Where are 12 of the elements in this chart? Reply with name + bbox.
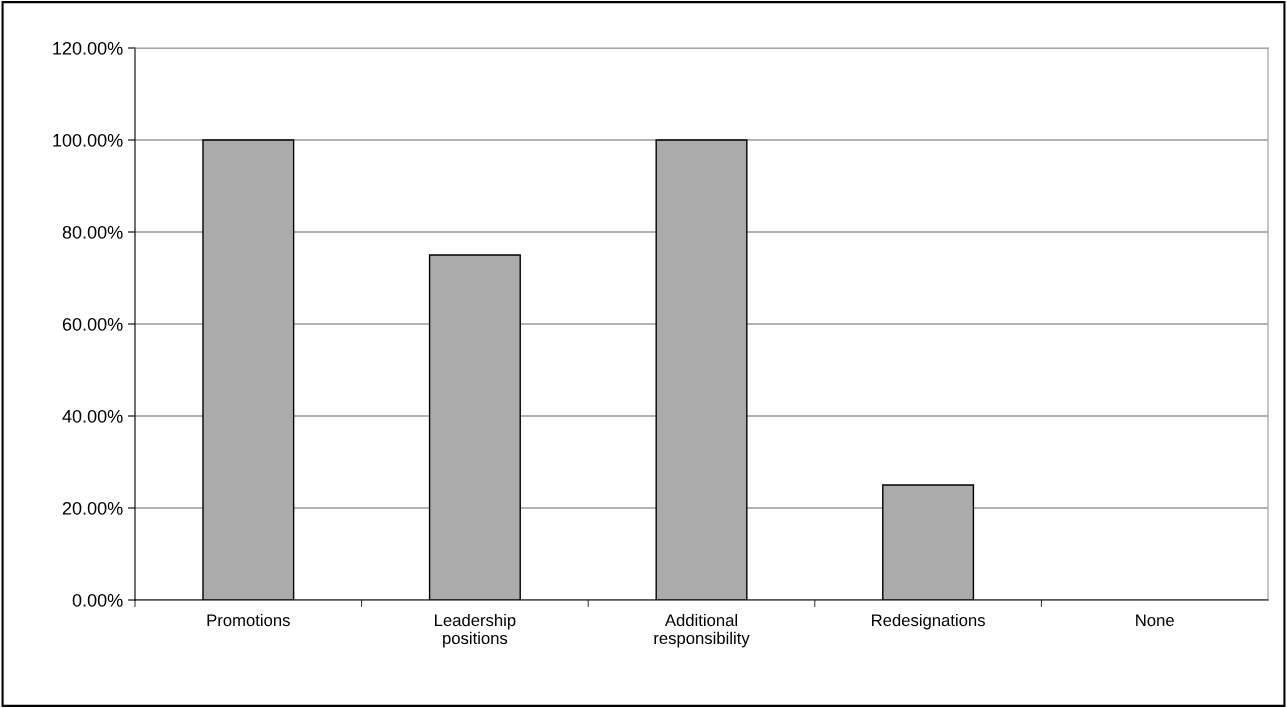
x-tick-label: None [1136,614,1174,627]
x-tick-label: Redesignations [872,613,985,630]
y-tick-label: 100.00% [53,133,123,147]
y-tick-label: 60.00% [62,317,123,331]
x-tick-label: Leadership positions [435,613,516,648]
y-tick-label: 120.00% [53,41,123,55]
y-tick-label: 0.00% [72,593,123,607]
y-tick-label: 80.00% [62,225,123,239]
y-tick-label: 40.00% [62,409,123,423]
x-tick-label: Promotions [207,613,290,627]
x-tick-label: Additional responsibility [654,613,750,648]
y-tick-label: 20.00% [62,501,123,515]
